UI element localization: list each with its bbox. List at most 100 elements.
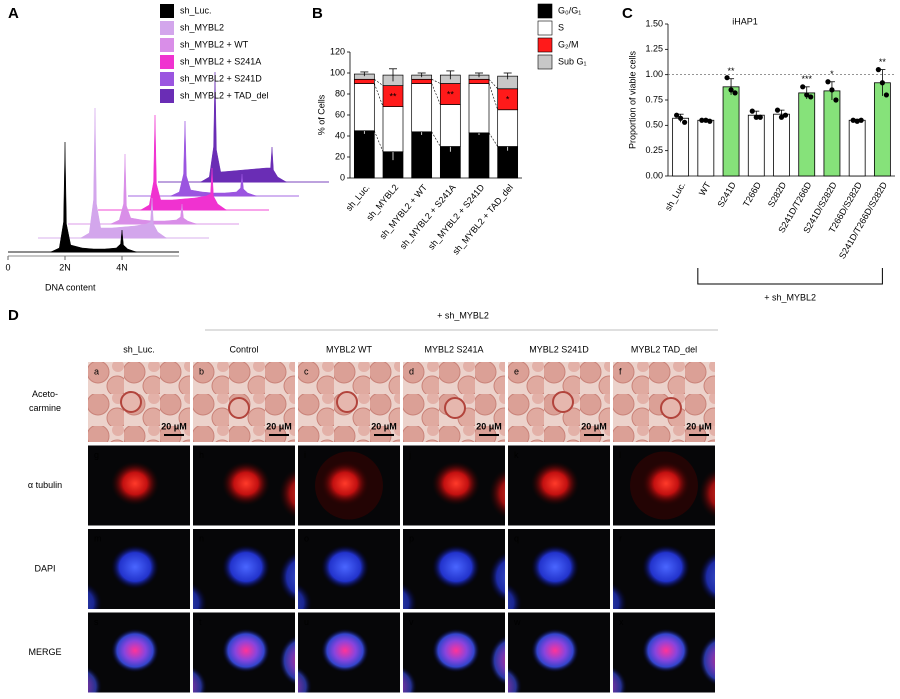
chromosomes — [432, 628, 480, 673]
tile-letter: u — [304, 617, 309, 627]
tile-letter: p — [409, 533, 414, 543]
micrograph: g — [88, 445, 190, 526]
data-point — [883, 92, 889, 98]
data-point — [724, 75, 730, 81]
row-label: α tubulin — [28, 480, 62, 490]
histogram-area — [50, 141, 137, 253]
micrograph: 20 μM c — [298, 362, 400, 442]
neighbor-cell — [88, 666, 102, 693]
neighbor-cell — [279, 551, 295, 603]
neighbor-cell — [699, 635, 715, 686]
y-axis-label: Proportion of viable cells — [627, 50, 637, 149]
bar-segment — [353, 130, 375, 179]
chromosomes — [111, 545, 159, 589]
chromosomes — [222, 545, 270, 589]
micrograph: h — [193, 445, 295, 526]
y-tick-label: 120 — [330, 46, 345, 56]
scale-bar-label: 20 μM — [686, 421, 712, 431]
connector — [488, 83, 498, 110]
x-tick-label: T266D — [741, 180, 763, 209]
bar — [773, 113, 790, 177]
connector — [431, 131, 441, 147]
data-point — [782, 112, 789, 118]
data-point — [858, 117, 864, 123]
tile-letter: f — [619, 366, 622, 376]
data-point — [757, 114, 763, 120]
histogram-area — [79, 107, 168, 239]
chromosomes — [642, 545, 690, 589]
neighbor-cell — [298, 666, 312, 693]
significance: * — [506, 95, 510, 105]
tile-letter: m — [94, 533, 102, 543]
legend-swatch — [160, 55, 174, 69]
significance: ** — [447, 89, 455, 99]
connector — [374, 83, 384, 107]
histogram-area — [110, 153, 197, 225]
bar-segment — [353, 78, 375, 84]
data-point — [804, 92, 810, 98]
neighbor-cell — [403, 666, 417, 693]
row-label: Aceto-carmine — [29, 389, 61, 413]
tile-letter: o — [304, 533, 309, 543]
bar-segment — [353, 83, 375, 132]
micrograph: 20 μM f — [613, 362, 715, 442]
chromosomes — [111, 628, 159, 673]
tile-letter: x — [619, 617, 624, 627]
connector — [431, 79, 441, 84]
tile-letter: d — [409, 366, 414, 376]
micrograph: k — [508, 445, 610, 526]
data-point — [778, 114, 785, 120]
micrograph: q — [508, 529, 610, 609]
neighbor-cell — [699, 551, 715, 603]
y-tick-label: 0.75 — [645, 94, 663, 104]
x-tick-label: S241D — [715, 180, 738, 209]
legend-swatch — [160, 21, 174, 35]
data-point — [829, 87, 835, 93]
group-bracket — [697, 268, 883, 285]
data-point — [854, 118, 860, 124]
y-tick-label: 1.00 — [645, 69, 663, 79]
neighbor-cell — [88, 583, 102, 609]
micrograph: l — [613, 445, 715, 526]
bar-segment — [468, 78, 490, 84]
legend-label: sh_MYBL2 — [180, 22, 224, 32]
column-header: MYBL2 TAD_del — [631, 344, 697, 354]
data-point — [753, 114, 759, 120]
x-tick-label: 0 — [5, 262, 10, 272]
bar — [697, 119, 715, 177]
chromosomes — [321, 545, 369, 589]
neighbor-cell — [699, 468, 715, 519]
neighbor-cell — [489, 468, 505, 519]
bar-segment — [411, 78, 433, 84]
bar — [747, 114, 765, 177]
cell — [336, 391, 358, 413]
bar-segment — [411, 131, 433, 179]
bar-segment — [468, 132, 490, 179]
column-header: MYBL2 S241D — [529, 344, 589, 354]
data-point — [707, 118, 713, 124]
neighbor-cell — [298, 583, 312, 609]
neighbor-cell — [508, 666, 522, 693]
chromosomes — [432, 461, 480, 506]
cell — [552, 391, 574, 413]
legend-label: S — [558, 22, 564, 32]
tile-letter: v — [409, 617, 414, 627]
micrograph: m — [88, 529, 190, 609]
cell — [660, 397, 682, 419]
neighbor-cell — [193, 666, 207, 693]
data-point — [674, 112, 680, 118]
data-point — [833, 97, 839, 103]
tile-letter: c — [304, 366, 309, 376]
bar — [823, 90, 841, 177]
tile-letter: k — [514, 450, 519, 460]
legend-label: sh_MYBL2 + WT — [180, 39, 249, 49]
column-header: MYBL2 S241A — [424, 344, 483, 354]
bar-segment — [497, 146, 519, 179]
bar-segment — [439, 104, 461, 147]
micrograph: n — [193, 529, 295, 609]
micrograph: x — [613, 612, 715, 693]
row-label-line: Aceto- — [32, 389, 58, 399]
chromosomes — [642, 628, 690, 673]
